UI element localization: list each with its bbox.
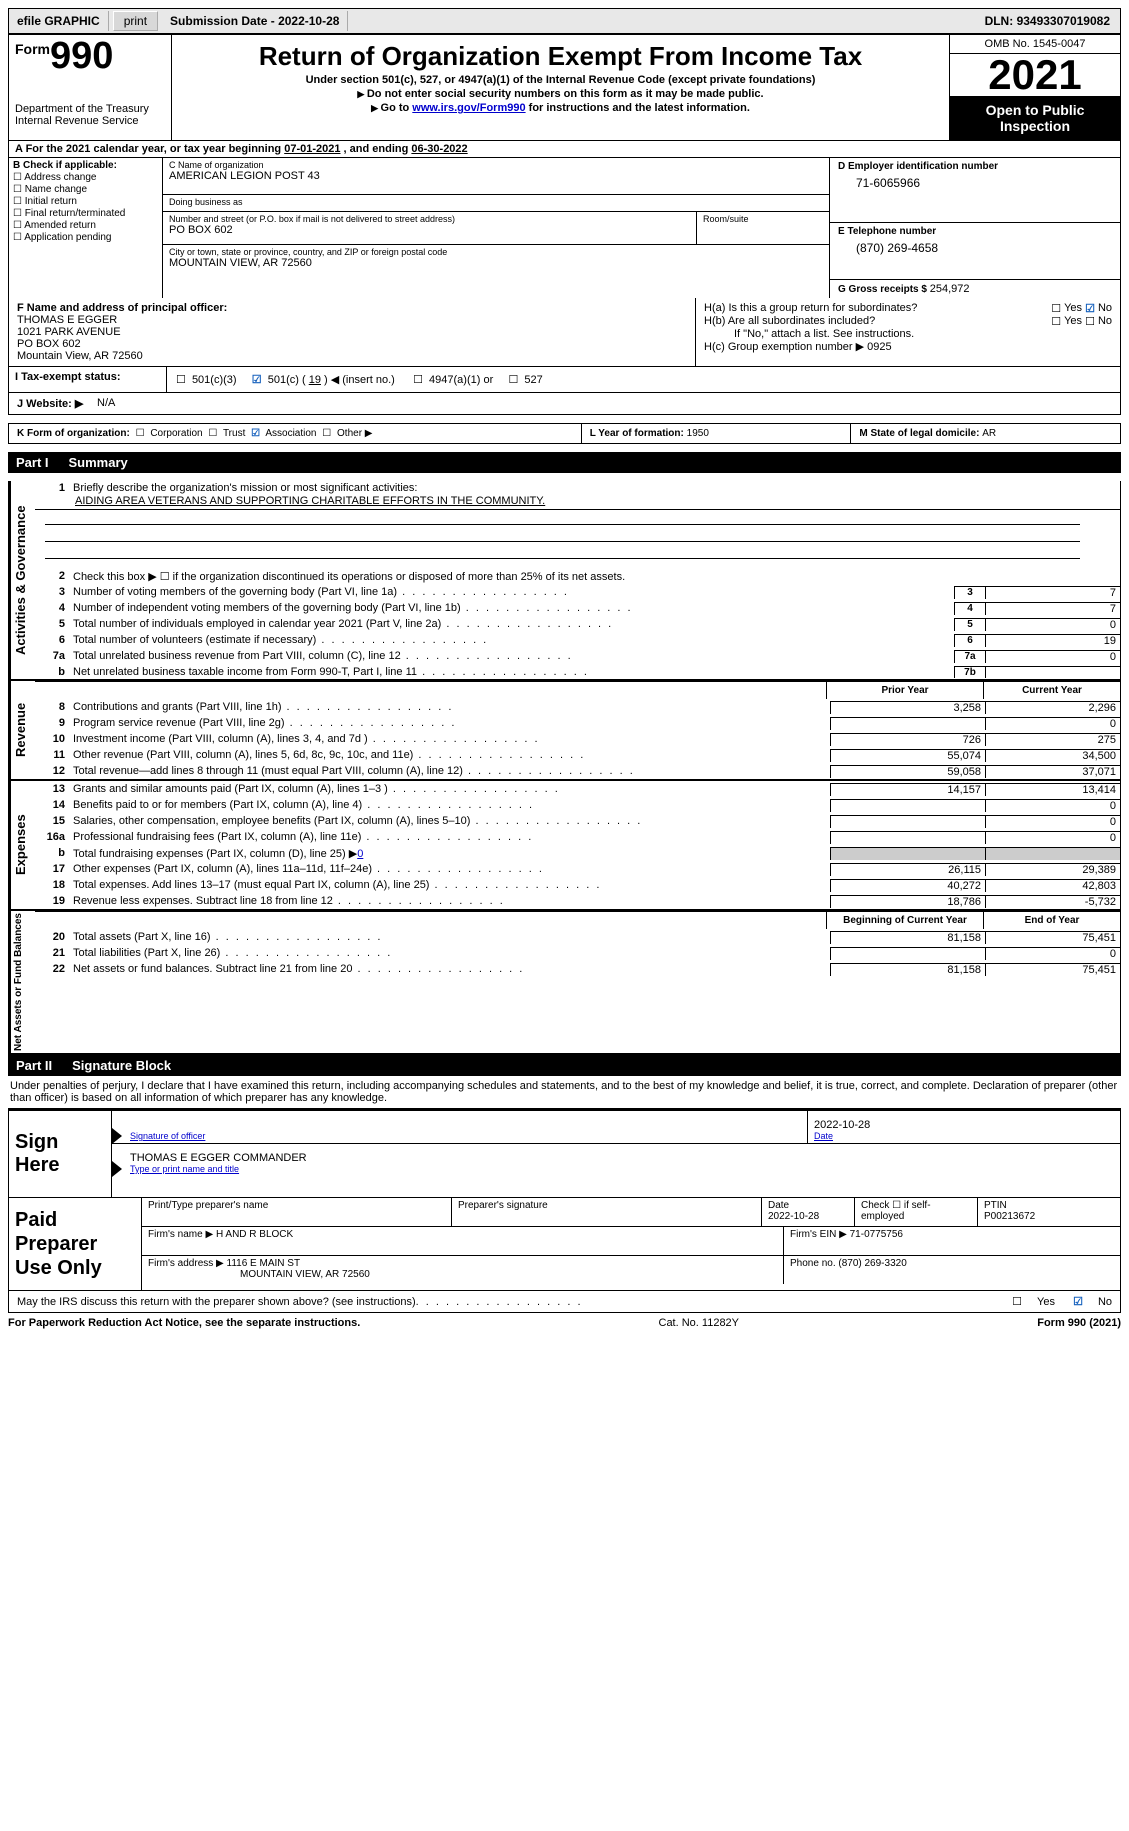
form-title: Return of Organization Exempt From Incom… — [180, 41, 941, 72]
sidecap-governance: Activities & Governance — [9, 481, 35, 679]
dln: DLN: 93493307019082 — [985, 14, 1120, 28]
part1-bar: Part I Summary — [8, 452, 1121, 473]
sig-arrow-icon — [112, 1128, 124, 1143]
sig-arrow-icon — [112, 1161, 124, 1176]
ha-yes[interactable] — [1048, 302, 1064, 315]
chk-4947[interactable] — [410, 374, 426, 386]
officer-name: THOMAS E EGGER — [17, 314, 117, 326]
chk-amended[interactable]: Amended return — [13, 220, 158, 231]
title-col: Return of Organization Exempt From Incom… — [172, 35, 949, 140]
form-header: Form990 Department of the Treasury Inter… — [8, 34, 1121, 141]
chk-name-change[interactable]: Name change — [13, 184, 158, 195]
table-row: 22Net assets or fund balances. Subtract … — [35, 961, 1120, 977]
org-form-row: K Form of organization: Corporation Trus… — [8, 423, 1121, 444]
website-row: J Website: ▶ N/A — [8, 393, 1121, 415]
table-row: 9Program service revenue (Part VIII, lin… — [35, 715, 1120, 731]
revenue-section: Revenue Prior YearCurrent Year 8Contribu… — [8, 681, 1121, 781]
chk-501c3[interactable] — [173, 374, 189, 386]
group-exemption: 0925 — [867, 341, 891, 353]
chk-other[interactable] — [319, 428, 334, 439]
chk-assoc[interactable] — [248, 428, 263, 439]
hb-no[interactable] — [1082, 315, 1098, 328]
expenses-section: Expenses 13Grants and similar amounts pa… — [8, 781, 1121, 911]
table-row: 10Investment income (Part VIII, column (… — [35, 731, 1120, 747]
sidecap-expenses: Expenses — [9, 781, 35, 909]
ein-col: D Employer identification number 71-6065… — [829, 158, 1121, 298]
table-row: 12Total revenue—add lines 8 through 11 (… — [35, 763, 1120, 779]
ha-no[interactable] — [1082, 302, 1098, 315]
ein-value: 71-6065966 — [838, 172, 1112, 190]
table-row: 17Other expenses (Part IX, column (A), l… — [35, 861, 1120, 877]
submission-date: Submission Date - 2022-10-28 — [162, 11, 348, 31]
table-row: 7aTotal unrelated business revenue from … — [35, 648, 1120, 664]
sidecap-revenue: Revenue — [9, 681, 35, 779]
ptin: P00213672 — [984, 1211, 1035, 1222]
discuss-no[interactable] — [1070, 1296, 1086, 1308]
tax-year-row: A For the 2021 calendar year, or tax yea… — [8, 141, 1121, 158]
table-row: bNet unrelated business taxable income f… — [35, 664, 1120, 679]
chk-trust[interactable] — [205, 428, 220, 439]
table-row: 16aProfessional fundraising fees (Part I… — [35, 829, 1120, 845]
officer-group-row: F Name and address of principal officer:… — [8, 298, 1121, 367]
table-row: 19Revenue less expenses. Subtract line 1… — [35, 893, 1120, 909]
hb-yes[interactable] — [1048, 315, 1064, 328]
street-address: PO BOX 602 — [169, 224, 690, 236]
table-row: 5Total number of individuals employed in… — [35, 616, 1120, 632]
table-row: 13Grants and similar amounts paid (Part … — [35, 781, 1120, 797]
table-row: 21Total liabilities (Part X, line 26)0 — [35, 945, 1120, 961]
year-col: OMB No. 1545-0047 2021 Open to Public In… — [949, 35, 1120, 140]
chk-501c[interactable] — [249, 374, 265, 386]
city-state-zip: MOUNTAIN VIEW, AR 72560 — [169, 257, 823, 269]
tax-exempt-row: I Tax-exempt status: 501(c)(3) 501(c) ( … — [8, 367, 1121, 393]
discuss-row: May the IRS discuss this return with the… — [8, 1291, 1121, 1313]
table-row: 3Number of voting members of the governi… — [35, 584, 1120, 600]
table-row: 15Salaries, other compensation, employee… — [35, 813, 1120, 829]
firm-name: H AND R BLOCK — [216, 1229, 293, 1240]
state-domicile: AR — [982, 428, 996, 439]
print-button[interactable]: print — [113, 11, 158, 31]
firm-phone: (870) 269-3320 — [838, 1258, 906, 1269]
table-row: 14Benefits paid to or for members (Part … — [35, 797, 1120, 813]
chk-corp[interactable] — [133, 428, 148, 439]
sidecap-net: Net Assets or Fund Balances — [9, 911, 35, 1053]
firm-ein: 71-0775756 — [850, 1229, 903, 1240]
chk-app-pending[interactable]: Application pending — [13, 232, 158, 243]
table-row: 4Number of independent voting members of… — [35, 600, 1120, 616]
form-id-col: Form990 Department of the Treasury Inter… — [9, 35, 172, 140]
part2-bar: Part II Signature Block — [8, 1055, 1121, 1076]
sign-here-block: Sign Here Signature of officer 2022-10-2… — [8, 1109, 1121, 1198]
name-address-col: C Name of organization AMERICAN LEGION P… — [163, 158, 829, 298]
page-footer: For Paperwork Reduction Act Notice, see … — [8, 1313, 1121, 1329]
table-row: 20Total assets (Part X, line 16)81,15875… — [35, 929, 1120, 945]
table-row: 18Total expenses. Add lines 13–17 (must … — [35, 877, 1120, 893]
gross-receipts: 254,972 — [930, 283, 970, 295]
year-formation: 1950 — [687, 428, 709, 439]
mission-text: AIDING AREA VETERANS AND SUPPORTING CHAR… — [35, 495, 1120, 510]
governance-section: Activities & Governance 1Briefly describ… — [8, 481, 1121, 681]
paid-preparer-block: Paid Preparer Use Only Print/Type prepar… — [8, 1198, 1121, 1291]
efile-label: efile GRAPHIC — [9, 11, 109, 31]
chk-address-change[interactable]: Address change — [13, 172, 158, 183]
signer-name-title: THOMAS E EGGER COMMANDER — [130, 1152, 1114, 1164]
checkbox-col-b: B Check if applicable: Address change Na… — [8, 158, 163, 298]
irs-link[interactable]: www.irs.gov/Form990 — [412, 102, 525, 114]
chk-final-return[interactable]: Final return/terminated — [13, 208, 158, 219]
chk-initial-return[interactable]: Initial return — [13, 196, 158, 207]
entity-block: B Check if applicable: Address change Na… — [8, 158, 1121, 298]
table-row: bTotal fundraising expenses (Part IX, co… — [35, 845, 1120, 861]
website-value: N/A — [97, 397, 115, 410]
table-row: 6Total number of volunteers (estimate if… — [35, 632, 1120, 648]
table-row: 8Contributions and grants (Part VIII, li… — [35, 699, 1120, 715]
declaration-text: Under penalties of perjury, I declare th… — [8, 1076, 1121, 1109]
discuss-yes[interactable] — [1009, 1296, 1025, 1308]
phone-value: (870) 269-4658 — [838, 237, 1112, 255]
chk-527[interactable] — [505, 374, 521, 386]
netassets-section: Net Assets or Fund Balances Beginning of… — [8, 911, 1121, 1055]
efile-topbar: efile GRAPHIC print Submission Date - 20… — [8, 8, 1121, 34]
org-name: AMERICAN LEGION POST 43 — [169, 170, 823, 182]
table-row: 11Other revenue (Part VIII, column (A), … — [35, 747, 1120, 763]
